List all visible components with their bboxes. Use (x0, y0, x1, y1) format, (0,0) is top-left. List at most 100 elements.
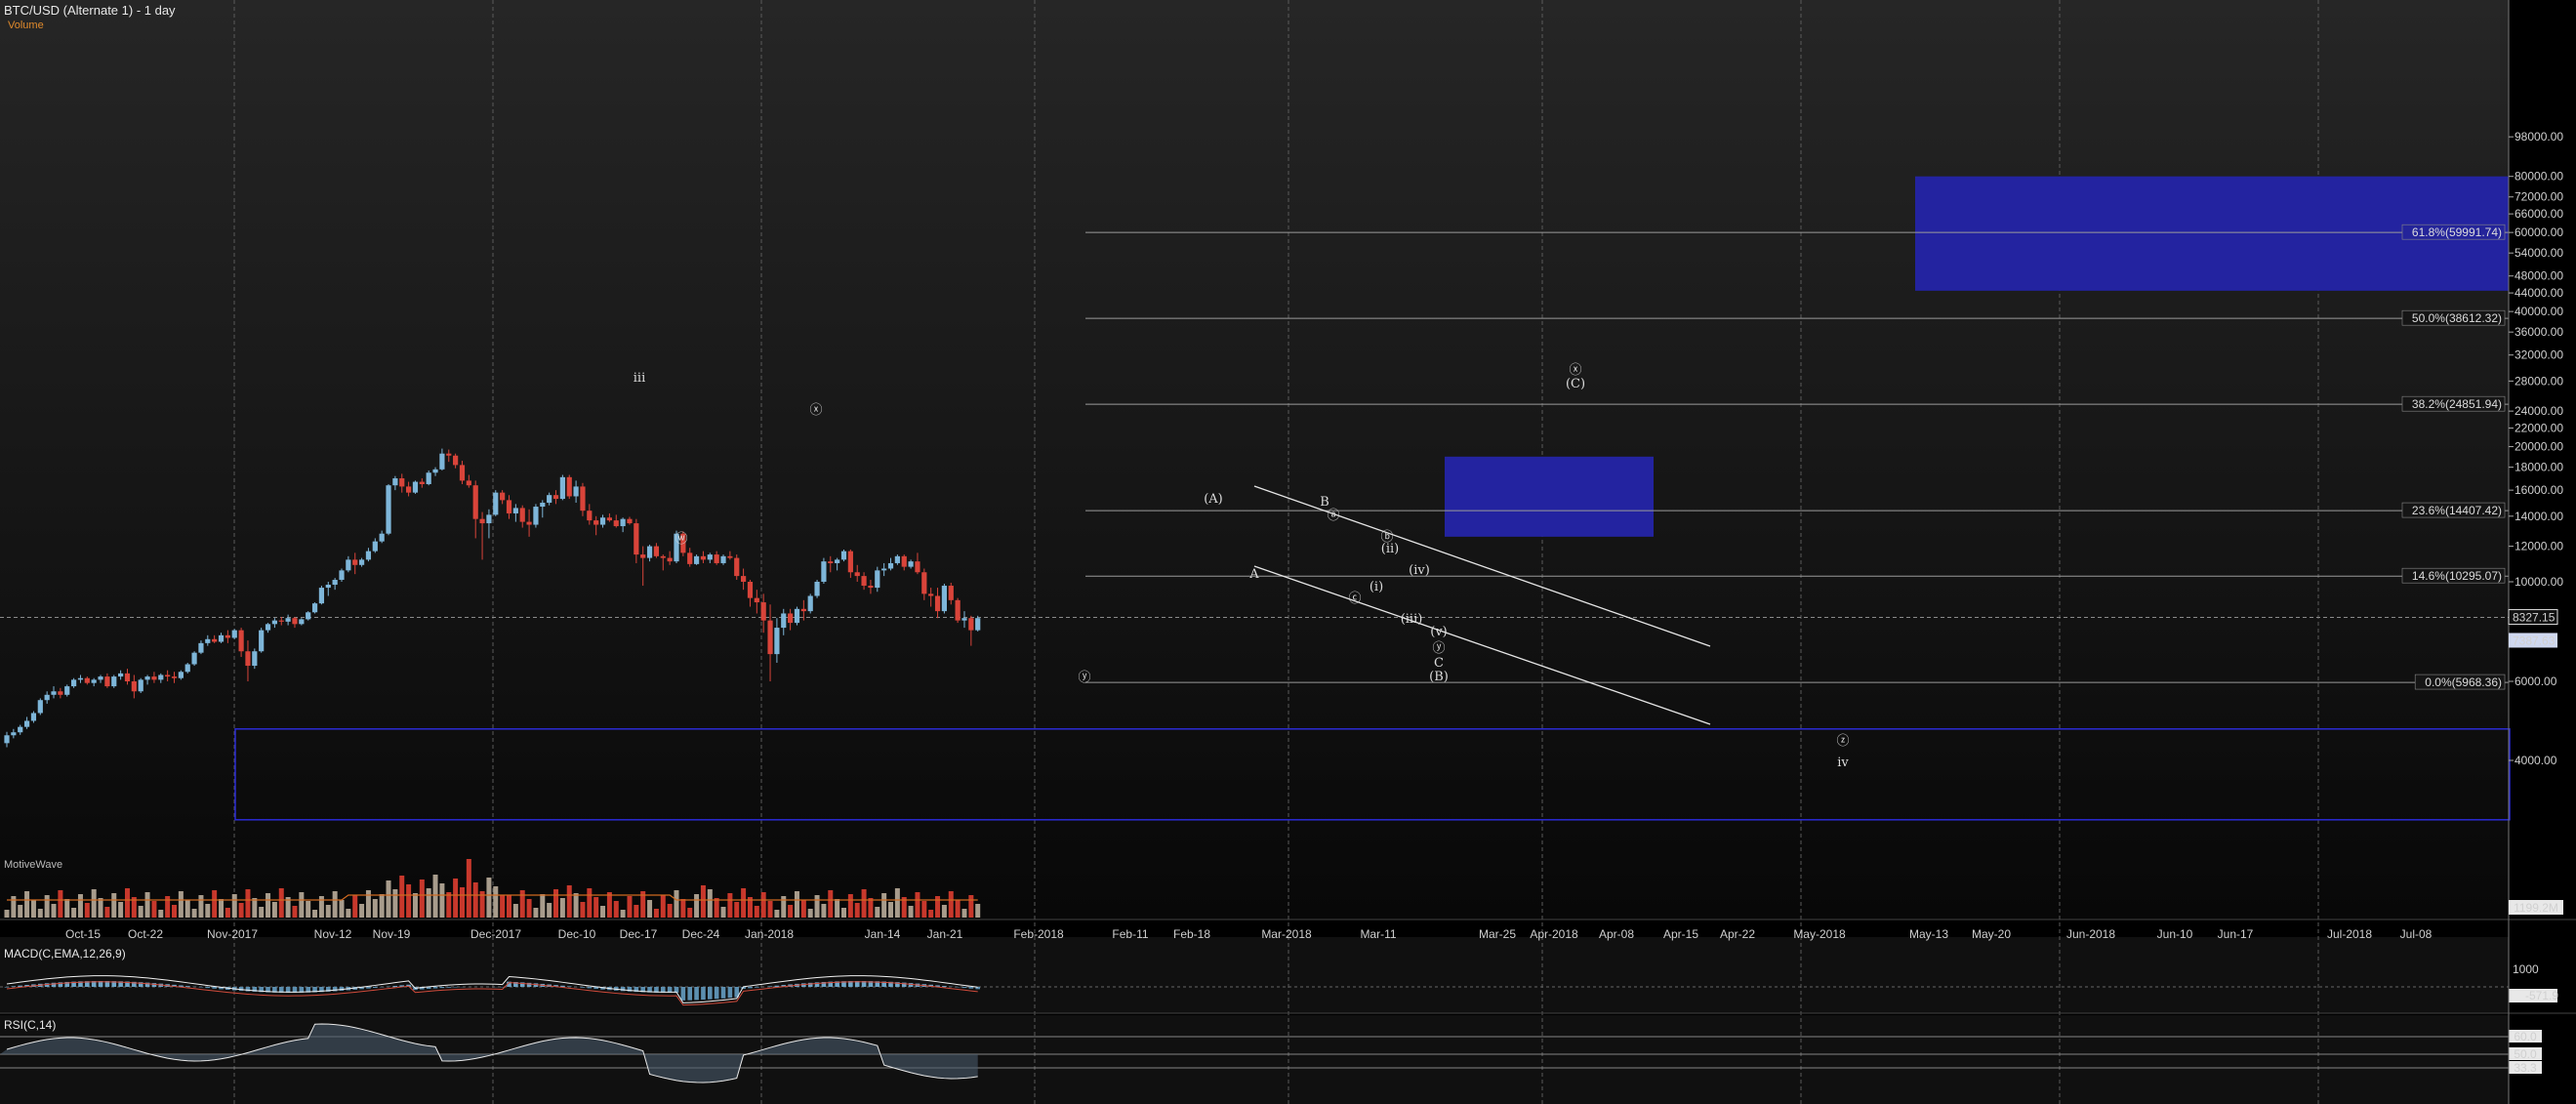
candle-body (245, 651, 251, 667)
volume-bar (781, 896, 787, 918)
candle-body (358, 559, 365, 565)
macd-histogram-bar (359, 987, 364, 990)
volume-bar (512, 904, 518, 918)
last-price-tag (2509, 633, 2557, 648)
macd-histogram-bar (219, 987, 224, 990)
channel-lower (1253, 565, 1711, 725)
volume-bar (352, 895, 358, 918)
watermark: MotiveWave (4, 859, 63, 871)
volume-bar (640, 891, 646, 918)
candle-body (191, 652, 197, 665)
volume-bar (406, 884, 412, 918)
volume-bar (332, 891, 338, 918)
x-tick-label: Mar-25 (1479, 927, 1516, 941)
x-tick-label: Jun-10 (2157, 927, 2193, 941)
candle-body (901, 555, 907, 567)
x-tick-label: Apr-08 (1599, 927, 1634, 941)
candle-body (814, 582, 820, 596)
trend-channel (1253, 485, 1711, 725)
macd-histogram-bar (647, 987, 652, 993)
volume-bar (30, 900, 36, 918)
y-axis: 98000.00 80000.00 72000.00 66000.00 60000.00… (2508, 0, 2563, 1104)
volume-bar (767, 901, 773, 918)
macd-histogram-bar (151, 983, 157, 987)
x-tick-label: Nov-2017 (207, 927, 258, 941)
candle-body (646, 546, 653, 558)
y-tick-label: 4000.00 (2515, 754, 2557, 767)
candle-body (493, 492, 499, 515)
candle-body (479, 518, 485, 524)
macd-histogram-bar (507, 981, 511, 987)
volume-bar (828, 890, 834, 918)
candle-body (640, 554, 646, 558)
macd-histogram-bar (138, 982, 143, 987)
wave-label: (iii) (1401, 612, 1423, 627)
candle-body (835, 559, 840, 563)
volume-bar (238, 903, 244, 918)
macd-histogram-bar (519, 982, 525, 987)
macd-histogram-bar (901, 982, 907, 987)
macd-histogram-bar (392, 986, 398, 987)
macd-histogram-bar (861, 981, 867, 987)
candle-body (165, 675, 171, 677)
macd-histogram-bar (144, 982, 150, 987)
rsi-label: RSI(C,14) (4, 1018, 57, 1032)
macd-histogram-bar (888, 981, 893, 987)
volume-bar (915, 892, 920, 918)
macd-value: -571.9 (2525, 989, 2558, 1002)
macd-histogram-bar (854, 981, 860, 987)
volume-bar (318, 896, 324, 918)
candle-body (252, 651, 258, 667)
macd-histogram-bar (184, 986, 190, 987)
channel-upper (1253, 485, 1711, 647)
macd-histogram-bar (272, 987, 277, 993)
candle-body (406, 486, 412, 493)
volume-bar (439, 883, 445, 918)
volume-bar (219, 899, 225, 918)
candle-body (4, 735, 10, 744)
macd-histogram-bar (881, 981, 886, 987)
wave-label: (i) (1370, 580, 1383, 594)
candle-body (760, 602, 766, 621)
macd-histogram-bar (667, 987, 673, 993)
target-box-mid (1445, 456, 1654, 537)
volume-bar (158, 910, 164, 918)
candle-body (861, 576, 867, 587)
volume-bar (124, 888, 130, 918)
macd-histogram-bar (908, 983, 914, 987)
macd-histogram-bar (98, 981, 103, 987)
candle-body (486, 514, 492, 524)
candle-body (259, 630, 265, 652)
volume-bar (540, 894, 546, 918)
x-tick-label: Jul-2018 (2327, 927, 2372, 941)
volume-bar (774, 910, 780, 918)
wave-label: ⓧ (1569, 363, 1581, 378)
volume-bar (386, 880, 391, 918)
macd-histogram-bar (968, 987, 974, 989)
x-tick-label: Jul-08 (2400, 927, 2433, 941)
signal-line (6, 981, 978, 1006)
volume-bar (399, 876, 405, 918)
volume-bar (613, 901, 619, 918)
macd-histogram-bar (111, 981, 117, 987)
candle-body (693, 555, 700, 564)
candle-body (587, 511, 593, 521)
fib-label: 14.6%(10295.07) (2412, 569, 2502, 583)
macd-histogram-bar (727, 987, 733, 999)
macd-histogram-bar (835, 981, 839, 987)
volume-bar (453, 879, 459, 918)
candle-body (968, 618, 974, 631)
candle-body (747, 582, 754, 598)
volume-bar (600, 906, 606, 918)
y-tick-label: 28000.00 (2515, 374, 2563, 388)
volume-bar (91, 889, 97, 918)
volume-bar (975, 904, 981, 918)
volume-bar (58, 890, 63, 918)
volume-bar (921, 901, 927, 918)
candle-body (412, 481, 419, 493)
wave-label: (v) (1430, 625, 1448, 639)
y-tick-label: 32000.00 (2515, 348, 2563, 362)
macd-histogram-bar (640, 987, 645, 993)
candle-body (131, 681, 137, 692)
